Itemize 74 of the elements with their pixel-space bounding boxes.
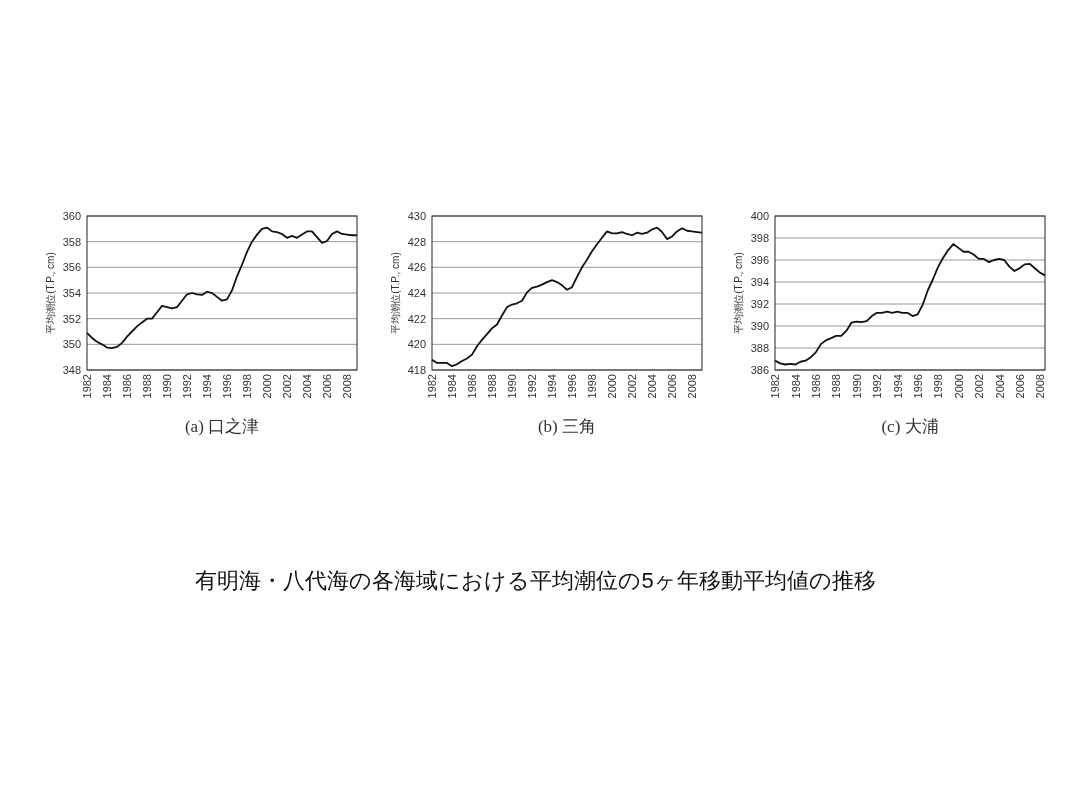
x-tick-label: 1986 [466,374,479,399]
y-tick-label: 420 [407,338,426,351]
y-tick-label: 360 [62,210,81,223]
x-tick-label: 1994 [201,374,214,399]
y-tick-label: 388 [750,342,769,355]
y-axis-title: 平均潮位(T.P., cm) [45,252,56,334]
x-tick-label: 1992 [181,374,194,399]
y-tick-label: 348 [62,364,81,377]
x-tick-label: 2000 [952,374,965,399]
x-tick-label: 1990 [850,374,863,399]
x-tick-label: 2000 [606,374,619,399]
x-tick-label: 1984 [446,374,459,399]
text: (c) 大浦 [881,417,939,436]
y-tick-label: 396 [750,254,769,267]
y-tick-label: 430 [407,210,426,223]
y-tick-label: 424 [407,287,426,300]
line-series [431,226,703,368]
y-tick-label: 418 [407,364,426,377]
x-tick-label: 2002 [973,374,986,399]
x-tick-label: 1996 [566,374,579,399]
x-tick-label: 2008 [341,374,354,399]
x-tick-label: 1988 [486,374,499,399]
x-tick-label: 1990 [506,374,519,399]
y-tick-label: 350 [62,338,81,351]
y-tick-label: 354 [62,287,81,300]
x-tick-label: 1986 [121,374,134,399]
y-axis-title: 平均潮位(T.P., cm) [733,252,744,334]
y-tick-label: 400 [750,210,769,223]
x-tick-label: 1982 [769,374,782,399]
x-tick-label: 1990 [161,374,174,399]
line-series [774,243,1046,366]
y-tick-label: 386 [750,364,769,377]
x-tick-label: 1986 [810,374,823,399]
y-tick-label: 398 [750,232,769,245]
y-tick-label: 352 [62,312,81,325]
x-tick-label: 2004 [993,374,1006,399]
y-tick-label: 358 [62,235,81,248]
x-tick-label: 2006 [666,374,679,399]
y-tick-label: 422 [407,312,426,325]
x-tick-label: 1996 [221,374,234,399]
x-tick-label: 1982 [81,374,94,399]
x-tick-label: 2000 [261,374,274,399]
text: (a) 口之津 [184,417,260,436]
x-tick-label: 2006 [1013,374,1026,399]
x-tick-label: 1994 [891,374,904,399]
text: 有明海・八代海の各海域における平均潮位の5ヶ年移動平均値の推移 [195,568,876,593]
y-tick-label: 428 [407,235,426,248]
x-tick-label: 2002 [626,374,639,399]
y-tick-label: 356 [62,261,81,274]
x-tick-label: 1982 [426,374,439,399]
y-tick-label: 394 [750,276,769,289]
x-tick-label: 1988 [830,374,843,399]
y-axis-title: 平均潮位(T.P., cm) [390,252,401,334]
x-tick-label: 1984 [789,374,802,399]
x-tick-label: 2006 [321,374,334,399]
x-tick-label: 1996 [911,374,924,399]
y-tick-label: 426 [407,261,426,274]
x-tick-label: 1988 [141,374,154,399]
line-series [86,226,358,350]
y-tick-label: 390 [750,320,769,333]
x-tick-label: 1992 [526,374,539,399]
x-tick-label: 2008 [1034,374,1047,399]
text: (b) 三角 [537,417,597,436]
x-tick-label: 1998 [932,374,945,399]
x-tick-label: 2002 [281,374,294,399]
x-tick-label: 1984 [101,374,114,399]
x-tick-label: 1998 [241,374,254,399]
y-tick-label: 392 [750,298,769,311]
x-tick-label: 2004 [646,374,659,399]
x-tick-label: 1994 [546,374,559,399]
x-tick-label: 2004 [301,374,314,399]
x-tick-label: 2008 [686,374,699,399]
x-tick-label: 1992 [871,374,884,399]
x-tick-label: 1998 [586,374,599,399]
